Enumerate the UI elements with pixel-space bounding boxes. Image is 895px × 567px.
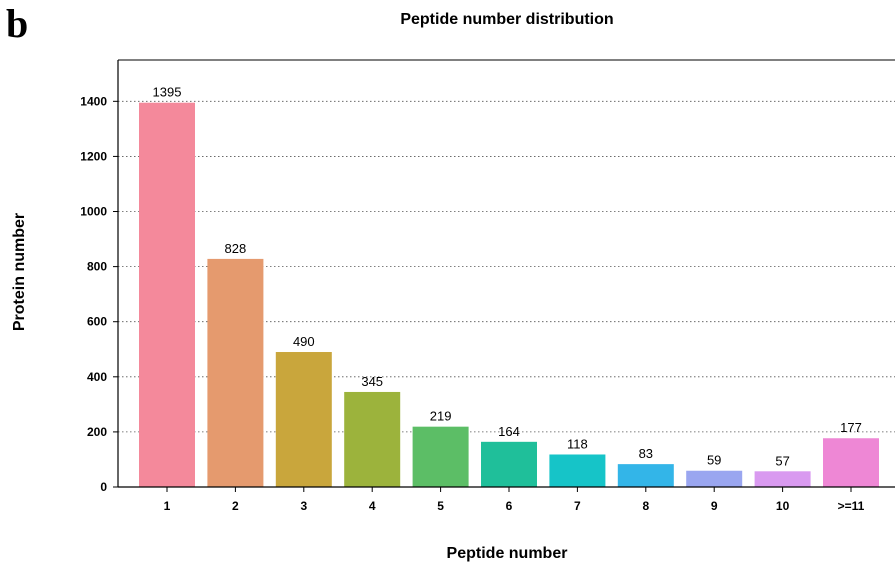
bar [686, 470, 743, 487]
y-tick-label: 0 [100, 480, 107, 494]
y-tick-label: 200 [87, 425, 107, 439]
bar [549, 454, 606, 487]
x-tick-label: 8 [642, 499, 649, 513]
data-label: 83 [639, 446, 653, 461]
data-labels: 1395 828 490 345 219 164 118 83 59 57 177 [153, 85, 862, 469]
data-label: 828 [225, 241, 247, 256]
data-label: 177 [840, 420, 862, 435]
data-label: 1395 [153, 85, 182, 100]
data-label: 118 [567, 436, 588, 451]
y-tick-label: 1400 [80, 94, 107, 108]
bar [207, 258, 264, 487]
y-axis-label: Protein number [11, 213, 28, 331]
x-tick-label: 1 [164, 499, 171, 513]
x-axis-label: Peptide number [447, 545, 568, 562]
axes [113, 59, 895, 492]
data-label: 345 [361, 374, 383, 389]
x-tick-label: 3 [300, 499, 307, 513]
bar [412, 426, 469, 487]
x-tick-label: 2 [232, 499, 239, 513]
bars [139, 102, 879, 487]
bar [754, 471, 811, 487]
x-tick-label: 5 [437, 499, 444, 513]
bar [617, 464, 674, 487]
bar [139, 102, 195, 487]
bar [344, 391, 401, 487]
data-label: 490 [293, 334, 315, 349]
data-label: 219 [430, 409, 452, 424]
bar [481, 441, 537, 487]
bar [823, 438, 879, 487]
y-tick-label: 400 [87, 370, 107, 384]
y-tick-label: 1200 [80, 149, 107, 163]
y-tick-label: 600 [87, 315, 107, 329]
x-tick-label: 6 [506, 499, 513, 513]
data-label: 164 [498, 424, 520, 439]
y-tick-label: 800 [87, 260, 107, 274]
y-tick-label: 1000 [80, 205, 107, 219]
x-tick-label: 4 [369, 499, 376, 513]
x-tick-label: 9 [711, 499, 718, 513]
chart-title: Peptide number distribution [400, 11, 613, 28]
data-label: 59 [707, 453, 721, 468]
data-label: 57 [775, 453, 789, 468]
bar [275, 352, 332, 487]
x-tick-label: 10 [776, 499, 790, 513]
x-tick-label: 7 [574, 499, 581, 513]
panel-letter: b [6, 1, 29, 46]
x-tick-label: >=11 [838, 499, 865, 513]
